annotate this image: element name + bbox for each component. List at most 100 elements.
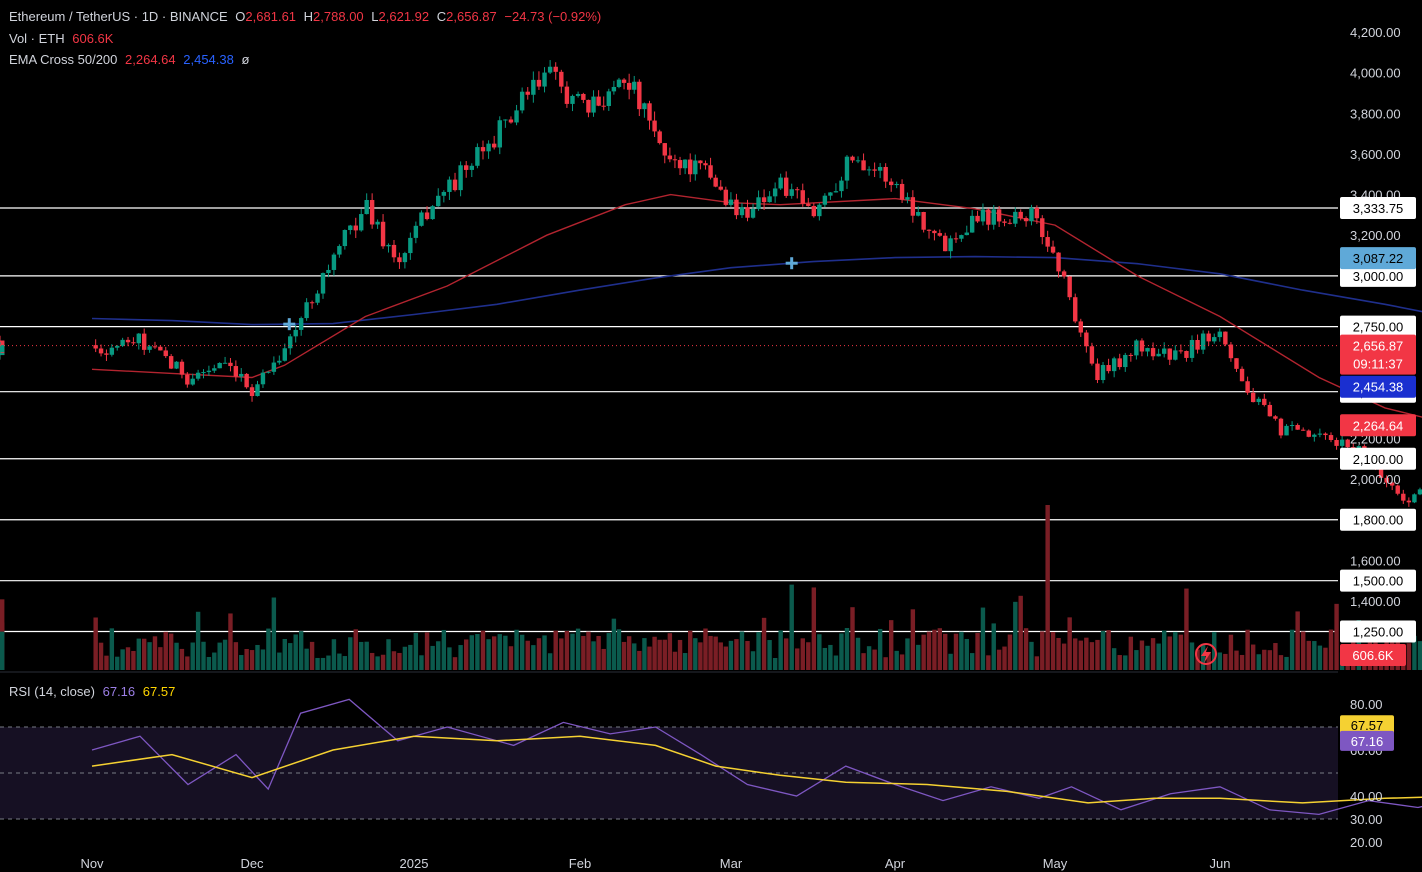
volume-bar <box>1034 656 1040 670</box>
candle-body <box>1040 218 1045 238</box>
price-tick-label: 3,800.00 <box>1350 106 1401 121</box>
volume-bar <box>1301 631 1306 670</box>
volume-bar <box>621 641 627 670</box>
volume-bar <box>486 639 491 670</box>
volume-bar <box>320 657 326 670</box>
volume-bar <box>750 651 756 670</box>
volume-bar <box>364 641 369 670</box>
volume-bar <box>266 628 271 670</box>
volume-bar <box>575 628 581 670</box>
candle-body <box>1139 340 1145 352</box>
rsi-ma-line <box>91 735 1422 804</box>
candle-body <box>750 208 756 218</box>
rsi-tick-label: 30.00 <box>1350 812 1383 827</box>
volume-bar <box>1178 634 1184 670</box>
volume-bar <box>408 644 413 670</box>
time-tick-label: May <box>1043 856 1068 871</box>
volume-bar <box>1061 643 1067 670</box>
volume-bar <box>315 657 320 670</box>
rsi-tick-label: 40.00 <box>1350 789 1383 804</box>
volume-bar <box>201 641 206 670</box>
volume-bar <box>1056 637 1061 670</box>
candle-body <box>547 66 553 73</box>
volume-bar <box>828 644 833 670</box>
candle-body <box>136 333 141 344</box>
volume-bar <box>277 652 282 670</box>
level-tag-label: 3,333.75 <box>1353 201 1404 216</box>
volume-bar <box>441 629 447 670</box>
price-tick-label: 4,000.00 <box>1350 66 1401 81</box>
candle-body <box>293 329 298 337</box>
volume-bar <box>1323 647 1328 670</box>
candle-body <box>866 169 872 171</box>
high-value: 2,788.00 <box>313 9 364 24</box>
candle-body <box>698 160 703 164</box>
volume-bar <box>298 631 304 670</box>
candle-body <box>1007 222 1013 224</box>
time-tick-label: 2025 <box>400 856 429 871</box>
candle-body <box>436 195 441 207</box>
volume-bar <box>910 609 916 670</box>
volume-bar <box>369 652 375 670</box>
volume-bar <box>1067 617 1072 670</box>
candle-body <box>1328 435 1334 440</box>
candle-body <box>131 342 136 344</box>
volume-bar <box>353 629 358 670</box>
volume-bar <box>866 646 872 670</box>
candle-body <box>104 353 109 355</box>
volume-bar <box>233 642 239 670</box>
rsi-tag-label: 67.57 <box>1351 718 1384 733</box>
volume-bar <box>953 633 959 670</box>
volume-bar <box>1289 629 1295 670</box>
volume-bar <box>1128 636 1134 670</box>
volume-bar <box>606 633 611 670</box>
volume-bar <box>647 646 652 670</box>
close-label: C <box>436 9 447 24</box>
volume-bar <box>986 655 991 670</box>
volume-bar <box>1150 638 1156 670</box>
volume-bar <box>778 630 783 670</box>
volume-bar <box>217 642 222 670</box>
rsi-legend: RSI (14, close) 67.16 67.57 <box>9 684 179 699</box>
candle-body <box>739 207 745 216</box>
candle-body <box>1334 439 1339 446</box>
candle-body <box>163 350 168 357</box>
candle-body <box>647 103 652 121</box>
candle-body <box>402 253 408 263</box>
symbol-title: Ethereum / TetherUS · 1D · BINANCE <box>9 9 228 24</box>
volume-bar <box>894 650 899 670</box>
volume-bar <box>1228 634 1234 670</box>
candle-body <box>767 196 772 203</box>
candle-body <box>1317 433 1323 435</box>
candle-body <box>616 79 622 87</box>
volume-bar <box>380 654 386 670</box>
volume-bar <box>1013 601 1018 670</box>
candle-body <box>1173 350 1178 360</box>
candle-body <box>1184 350 1189 358</box>
volume-bar <box>861 653 866 670</box>
volume-bar <box>1217 652 1223 670</box>
candle-body <box>266 371 271 373</box>
candle-body <box>93 345 98 349</box>
candle-body <box>883 166 888 182</box>
candle-body <box>1245 381 1250 393</box>
volume-bar <box>888 620 894 670</box>
level-tag-label: 2,750.00 <box>1353 320 1404 335</box>
level-tag <box>1340 315 1416 338</box>
volume-bar <box>542 635 547 670</box>
volume-bar <box>1156 643 1161 670</box>
ema200-value: 2,454.38 <box>183 52 234 67</box>
candle-body <box>309 302 315 304</box>
volume-bar <box>206 656 212 670</box>
volume-bar <box>682 653 688 670</box>
candle-body <box>185 374 190 385</box>
volume-bar <box>1412 635 1417 670</box>
level-tag <box>1340 264 1416 287</box>
volume-bar <box>943 633 948 670</box>
candle-body <box>553 66 558 72</box>
volume-bar <box>1312 641 1317 670</box>
candle-body <box>1228 344 1234 359</box>
volume-bar <box>136 638 141 670</box>
open-value: 2,681.61 <box>245 9 297 24</box>
